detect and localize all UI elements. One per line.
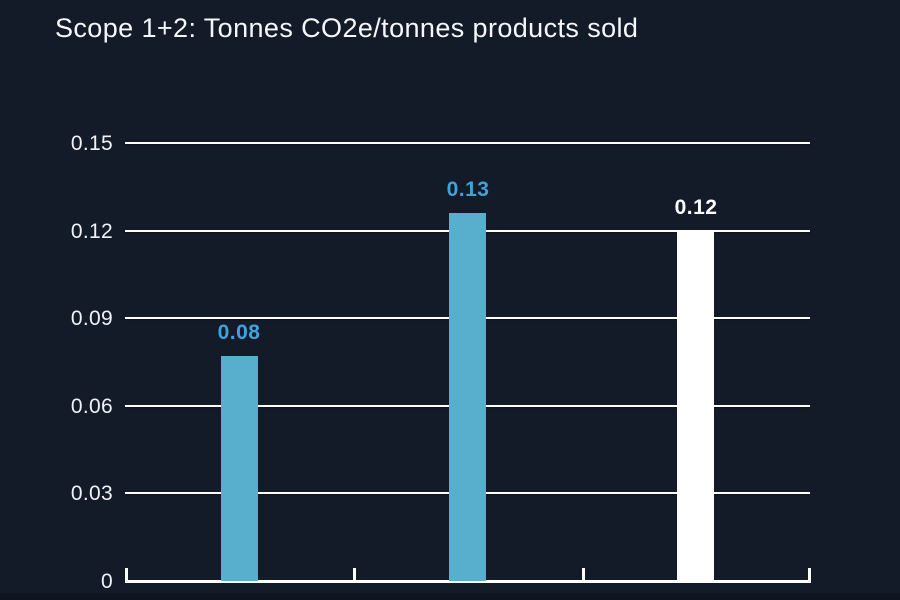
x-axis-line (125, 580, 811, 583)
y-axis-label: 0.06 (70, 394, 113, 418)
bar (677, 231, 714, 581)
y-axis-label: 0.12 (70, 219, 113, 243)
bar-value-label: 0.08 (217, 321, 261, 344)
bar (221, 356, 258, 581)
chart-title: Scope 1+2: Tonnes CO2e/tonnes products s… (55, 13, 639, 43)
x-axis-tick (353, 568, 356, 581)
y-axis-label: 0.09 (70, 307, 113, 331)
y-axis-label: 0.03 (70, 482, 113, 506)
plot-area: 0.08 0.13 0.12 (125, 142, 811, 583)
gridline (125, 142, 810, 144)
y-axis-label: 0.15 (70, 132, 113, 155)
x-axis-tick (125, 568, 128, 581)
bar (449, 213, 486, 581)
y-axis: 0 0.03 0.06 0.09 0.12 0.15 (0, 132, 113, 593)
x-axis-tick (582, 568, 585, 581)
bottom-edge-strip (0, 593, 900, 600)
bar-value-label: 0.13 (446, 178, 490, 201)
x-axis-tick (808, 568, 811, 581)
y-axis-label: 0 (101, 570, 113, 593)
bar-value-label: 0.12 (674, 196, 718, 219)
